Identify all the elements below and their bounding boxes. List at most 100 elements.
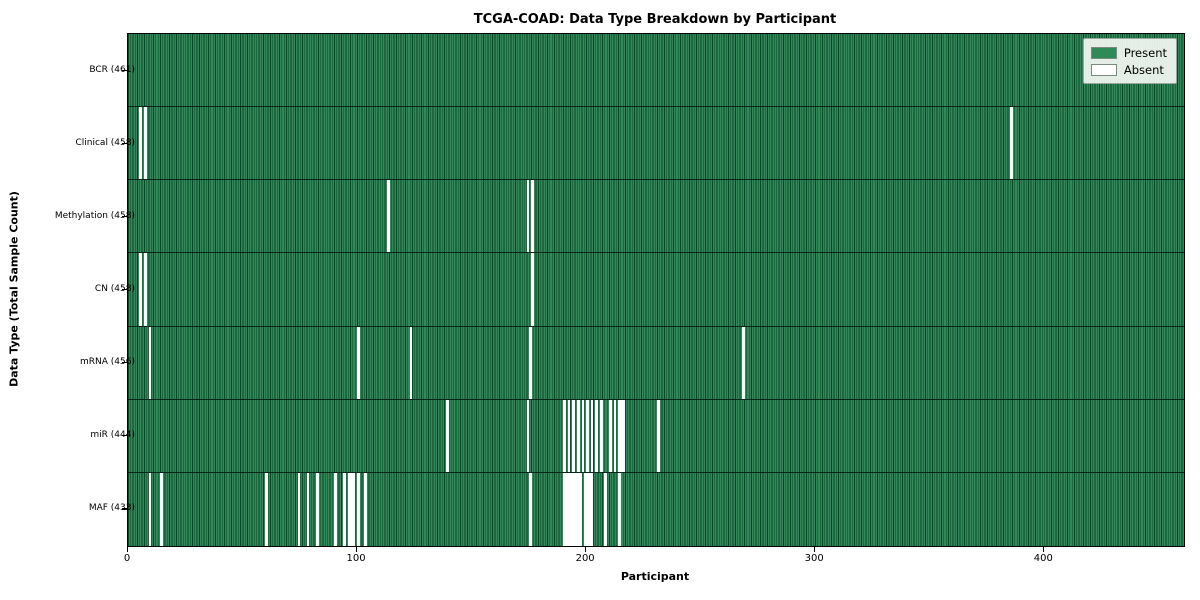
- absent-stripe: [586, 472, 589, 546]
- x-tick-label: 400: [1033, 553, 1053, 564]
- absent-stripe: [446, 399, 450, 472]
- absent-stripe: [343, 472, 346, 546]
- absent-stripe: [347, 472, 351, 546]
- absent-stripe: [144, 107, 147, 180]
- y-tick-mark: [122, 508, 127, 510]
- y-tick-mark: [122, 142, 127, 144]
- absent-stripe: [148, 472, 152, 546]
- y-tick-mark: [122, 215, 127, 218]
- absent-stripe: [620, 399, 624, 472]
- row-Methylation: [128, 180, 1184, 254]
- absent-stripe: [618, 472, 621, 546]
- absent-stripe: [526, 399, 530, 472]
- absent-stripe: [357, 472, 360, 546]
- legend-item-absent: Absent: [1090, 61, 1167, 78]
- x-tick-label: 100: [346, 553, 366, 564]
- absent-stripe: [144, 253, 147, 326]
- x-tick-mark: [1043, 546, 1045, 552]
- absent-stripe: [139, 253, 143, 326]
- absent-stripe: [590, 472, 594, 546]
- row-label-Clinical: Clinical (458): [75, 137, 135, 148]
- absent-stripe: [583, 472, 587, 546]
- x-tick-mark: [814, 546, 816, 552]
- chart-title: TCGA-COAD: Data Type Breakdown by Partic…: [473, 12, 837, 27]
- y-tick-mark: [122, 435, 127, 437]
- legend: Present Absent: [1082, 38, 1177, 84]
- absent-stripe: [306, 472, 310, 546]
- x-axis-label: Participant: [620, 570, 690, 583]
- row-label-MAF: MAF (433): [88, 503, 135, 514]
- absent-stripe: [586, 399, 589, 472]
- absent-stripe: [563, 472, 566, 546]
- absent-stripe: [531, 253, 534, 326]
- row-Clinical: [128, 107, 1184, 181]
- y-tick-mark: [122, 69, 127, 71]
- absent-stripe: [148, 326, 152, 399]
- legend-label-present: Present: [1123, 45, 1167, 60]
- absent-stripe: [572, 399, 576, 472]
- x-tick-label: 300: [804, 553, 824, 564]
- legend-item-present: Present: [1090, 44, 1167, 61]
- absent-stripe: [139, 107, 143, 180]
- absent-stripe: [595, 399, 598, 472]
- absent-stripe: [334, 472, 337, 546]
- plot-area: Present Absent: [127, 33, 1185, 547]
- absent-stripe: [265, 472, 269, 546]
- absent-stripe: [622, 399, 626, 472]
- absent-stripe: [528, 472, 532, 546]
- absent-stripe: [563, 399, 566, 472]
- y-tick-mark: [122, 362, 127, 364]
- row-label-CN: CN (458): [94, 284, 135, 294]
- absent-stripe: [576, 399, 580, 472]
- absent-stripe: [526, 180, 530, 253]
- x-tick-label: 200: [575, 553, 595, 564]
- x-tick-mark: [585, 546, 587, 552]
- absent-stripe: [579, 472, 582, 546]
- absent-stripe: [1009, 107, 1013, 180]
- absent-stripe: [618, 399, 621, 472]
- absent-stripe: [570, 472, 573, 546]
- absent-stripe: [567, 399, 571, 472]
- absent-stripe: [741, 326, 745, 399]
- row-label-miR: miR (444): [90, 430, 135, 441]
- absent-stripe: [609, 399, 612, 472]
- absent-stripe: [352, 472, 356, 546]
- absent-stripe: [357, 326, 360, 399]
- x-tick-mark: [127, 546, 129, 552]
- absent-stripe: [160, 472, 163, 546]
- absent-stripe: [528, 326, 532, 399]
- absent-stripe: [588, 472, 592, 546]
- absent-stripe: [657, 399, 660, 472]
- absent-stripe: [574, 472, 578, 546]
- absent-stripe: [531, 180, 534, 253]
- row-BCR: [128, 34, 1184, 108]
- absent-stripe: [565, 472, 569, 546]
- absent-stripe: [567, 472, 571, 546]
- absent-stripe: [604, 472, 608, 546]
- absent-stripe: [297, 472, 301, 546]
- legend-label-absent: Absent: [1123, 62, 1164, 77]
- y-tick-mark: [122, 289, 127, 291]
- row-MAF: [128, 472, 1184, 546]
- row-CN: [128, 253, 1184, 327]
- present-swatch-icon: [1090, 46, 1117, 59]
- absent-stripe: [363, 472, 367, 546]
- x-tick-mark: [356, 546, 358, 552]
- absent-stripe: [581, 399, 585, 472]
- absent-stripe: [613, 399, 617, 472]
- absent-stripe: [576, 472, 580, 546]
- y-axis-label: Data Type (Total Sample Count): [7, 191, 21, 387]
- row-label-mRNA: mRNA (456): [80, 357, 135, 368]
- row-label-BCR: BCR (461): [89, 64, 135, 75]
- row-label-Methylation: Methylation (458): [54, 210, 135, 221]
- absent-swatch-icon: [1090, 63, 1117, 76]
- absent-stripe: [315, 472, 319, 546]
- absent-stripe: [409, 326, 413, 399]
- x-tick-label: 0: [123, 553, 131, 564]
- absent-stripe: [572, 472, 576, 546]
- absent-stripe: [350, 472, 353, 546]
- row-mRNA: [128, 326, 1184, 400]
- absent-stripe: [590, 399, 594, 472]
- absent-stripe: [386, 180, 390, 253]
